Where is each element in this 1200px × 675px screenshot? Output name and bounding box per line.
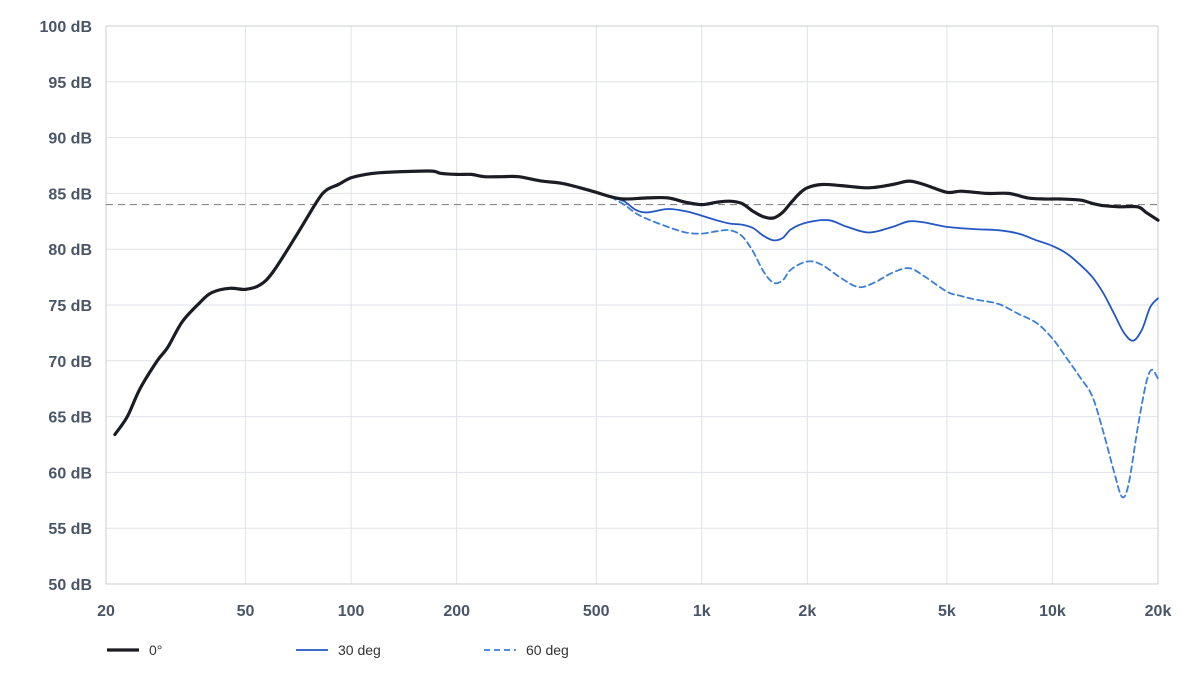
y-tick-label: 50 dB [48,577,92,594]
series-lines [113,169,1160,499]
x-tick-label: 1k [693,603,711,620]
y-tick-label: 75 dB [48,298,92,315]
x-tick-label: 2k [798,603,816,620]
legend: 0° 30 deg 60 deg [107,642,569,658]
y-tick-label: 95 dB [48,75,92,92]
y-tick-label: 90 dB [48,131,92,148]
y-tick-label: 60 dB [48,465,92,482]
x-tick-label: 200 [443,603,470,620]
series-line-30deg [609,195,1159,342]
x-tick-label: 500 [583,603,610,620]
series-line-60deg [609,195,1159,499]
series-line-0deg [113,169,1160,437]
legend-label: 30 deg [338,642,381,658]
x-tick-label: 20 [97,603,115,620]
y-tick-label: 100 dB [40,19,92,36]
x-tick-label: 50 [237,603,255,620]
y-axis-tick-labels: 100 dB 95 dB 90 dB 85 dB 80 dB 75 dB 70 dB 65 d… [40,19,92,594]
x-tick-label: 10k [1039,603,1066,620]
plot-frame [105,25,1159,585]
x-axis-tick-labels: 20 50 100 200 500 1k 2k 5k 10k 20k [97,603,1171,620]
x-tick-label: 100 [338,603,365,620]
y-tick-label: 65 dB [48,410,92,427]
y-tick-label: 55 dB [48,521,92,538]
y-tick-label: 80 dB [48,242,92,259]
legend-label: 0° [149,642,162,658]
y-tick-label: 70 dB [48,354,92,371]
legend-label: 60 deg [526,642,569,658]
x-tick-label: 20k [1145,603,1172,620]
x-tick-label: 5k [938,603,956,620]
y-tick-label: 85 dB [48,186,92,203]
